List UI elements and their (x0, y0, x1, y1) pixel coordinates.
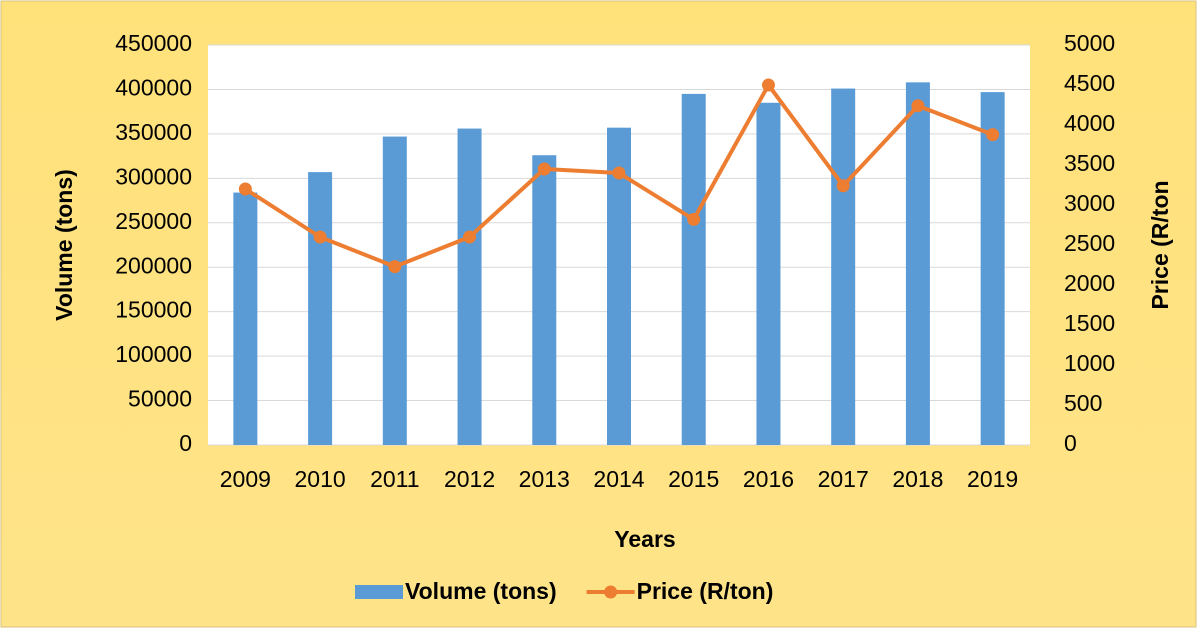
bar (607, 127, 631, 446)
x-tick-label: 2013 (519, 466, 570, 492)
x-tick-label: 2015 (668, 466, 719, 492)
y-tick-label: 350000 (115, 119, 192, 145)
x-tick-label: 2010 (295, 466, 346, 492)
y-axis-title: Volume (tons) (51, 169, 77, 321)
y-tick-label: 300000 (115, 163, 192, 189)
point (761, 78, 775, 92)
point (313, 230, 327, 244)
x-tick-label: 2017 (818, 466, 869, 492)
legend-swatch (355, 585, 403, 599)
y2-tick-label: 1500 (1064, 310, 1115, 336)
x-tick-label: 2016 (743, 466, 794, 492)
y2-tick-label: 500 (1064, 390, 1102, 416)
bar (905, 82, 930, 445)
y-tick-label: 150000 (115, 297, 192, 323)
bar (532, 155, 557, 445)
point (986, 128, 1000, 142)
y2-tick-label: 2500 (1064, 230, 1115, 256)
y2-tick-label: 0 (1064, 430, 1077, 456)
point (836, 179, 850, 193)
x-tick-label: 2014 (593, 466, 644, 492)
x-tick-label: 2019 (967, 466, 1018, 492)
bar (308, 172, 333, 445)
point (612, 166, 626, 180)
legend-label: Price (R/ton) (637, 578, 774, 604)
bar (980, 92, 1005, 445)
y2-tick-label: 4000 (1064, 110, 1115, 136)
y2-axis-title: Price (R/ton (1147, 180, 1173, 309)
point (238, 182, 252, 196)
y2-tick-label: 4500 (1064, 70, 1115, 96)
point (463, 230, 477, 244)
y-tick-label: 50000 (128, 386, 192, 412)
y-tick-label: 250000 (115, 208, 192, 234)
x-tick-label: 2011 (370, 466, 419, 492)
bar (831, 88, 856, 446)
y-tick-label: 450000 (115, 30, 192, 56)
y2-tick-label: 5000 (1064, 30, 1115, 56)
point (911, 99, 925, 113)
bar (756, 102, 781, 446)
y-tick-label: 400000 (115, 75, 192, 101)
bar (457, 128, 482, 446)
y2-tick-label: 1000 (1064, 350, 1115, 376)
x-tick-label: 2009 (220, 466, 271, 492)
point (687, 212, 701, 226)
x-tick-label: 2018 (892, 466, 943, 492)
point (388, 260, 402, 274)
y2-tick-label: 3000 (1064, 190, 1115, 216)
y2-tick-label: 2000 (1064, 270, 1115, 296)
bar (681, 93, 706, 445)
y-tick-label: 0 (179, 430, 192, 456)
legend-label: Volume (tons) (405, 578, 557, 604)
y-tick-label: 200000 (115, 252, 192, 278)
y2-tick-label: 3500 (1064, 150, 1115, 176)
point (537, 162, 551, 176)
bar (233, 192, 258, 445)
y-tick-label: 100000 (115, 341, 192, 367)
bar (382, 136, 407, 446)
legend-swatch (604, 585, 618, 599)
x-tick-label: 2012 (444, 466, 495, 492)
x-axis-title: Years (614, 526, 675, 552)
